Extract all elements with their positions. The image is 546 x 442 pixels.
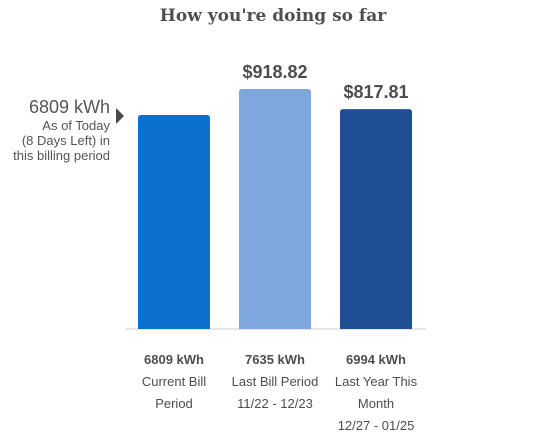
current-marker-icon: [116, 107, 124, 124]
current-usage-note-1: As of Today: [42, 118, 110, 133]
bar-1: [239, 89, 311, 329]
bar-category-label: 12/27 - 01/25: [337, 418, 415, 433]
chart-title: How you're doing so far: [159, 6, 387, 26]
bar-label-1: 7635 kWh Last Bill Period 11/22 - 12/23: [220, 349, 330, 415]
bar-kwh-label: 6994 kWh: [346, 352, 406, 367]
bar-category-label: 11/22 - 12/23: [237, 396, 313, 411]
bar-category-label: Last Bill Period: [231, 374, 319, 389]
bar-kwh-label: 7635 kWh: [245, 352, 305, 367]
bar-category-label: Period: [155, 396, 193, 411]
bar-category-label: Last Year This: [334, 374, 418, 389]
bar-kwh-label: 6809 kWh: [144, 352, 204, 367]
bar-category-label: Month: [357, 396, 395, 411]
bar-category-label: Current Bill: [141, 374, 207, 389]
bar-0: [138, 114, 210, 330]
bar-cost-label-1: $918.82: [242, 62, 307, 82]
bar-cost-label-2: $817.81: [343, 82, 408, 102]
bar-label-2: 6994 kWh Last Year This Month 12/27 - 01/25: [321, 349, 431, 437]
bar-2: [340, 109, 412, 329]
bar-label-0: 6809 kWh Current Bill Period: [119, 349, 229, 415]
current-usage-note-3: this billing period: [13, 148, 110, 163]
current-usage-kwh: 6809 kWh: [28, 97, 110, 117]
current-usage-callout: 6809 kWh As of Today (8 Days Left) in th…: [13, 96, 110, 163]
current-usage-note-2: (8 Days Left) in: [21, 133, 110, 148]
